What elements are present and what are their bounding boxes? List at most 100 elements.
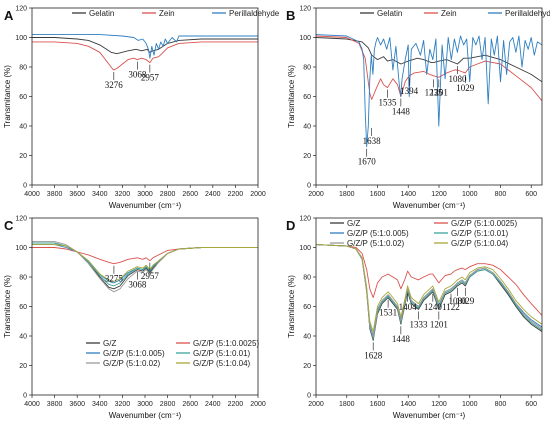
legend-entry: Gelatin xyxy=(89,9,114,18)
x-tick-label: 2400 xyxy=(205,191,221,198)
peak-annotation: 1638 xyxy=(363,136,382,146)
x-tick-label: 2000 xyxy=(250,191,266,198)
x-tick-label: 1400 xyxy=(400,401,416,408)
y-axis-title: Transmitance (%) xyxy=(287,275,296,338)
x-tick-label: 800 xyxy=(495,401,507,408)
series-line-b-2 xyxy=(316,34,542,148)
y-tick-label: 0 xyxy=(23,393,27,400)
y-tick-label: 80 xyxy=(303,65,311,72)
legend-entry: G/Z/P (5:1:0.0025) xyxy=(451,219,517,228)
peak-annotation: 3276 xyxy=(105,80,124,90)
y-axis-title: Transmitance (%) xyxy=(3,65,12,128)
peak-annotation: 1448 xyxy=(392,334,411,344)
y-tick-label: 60 xyxy=(303,94,311,101)
peak-annotation: 1628 xyxy=(364,350,383,360)
y-tick-label: 120 xyxy=(299,216,311,223)
y-tick-label: 20 xyxy=(19,153,27,160)
y-tick-label: 40 xyxy=(19,124,27,131)
x-tick-label: 3600 xyxy=(69,191,85,198)
peak-annotation: 3275 xyxy=(105,274,124,284)
legend-entry: G/Z/P (5:1:0.04) xyxy=(451,239,509,248)
x-tick-label: 3200 xyxy=(115,401,131,408)
x-tick-label: 3800 xyxy=(47,191,63,198)
y-tick-label: 20 xyxy=(303,153,311,160)
x-tick-label: 1800 xyxy=(339,401,355,408)
series-line-a-1 xyxy=(32,41,258,71)
y-tick-label: 80 xyxy=(19,65,27,72)
x-tick-label: 1400 xyxy=(400,191,416,198)
x-tick-label: 3000 xyxy=(137,401,153,408)
y-tick-label: 80 xyxy=(303,275,311,282)
x-tick-label: 1800 xyxy=(339,191,355,198)
y-tick-label: 100 xyxy=(299,35,311,42)
legend-entry: G/Z/P (5:1:0.02) xyxy=(347,239,405,248)
peak-annotation: 3068 xyxy=(128,70,147,80)
y-tick-label: 100 xyxy=(15,35,27,42)
panel-label-b: B xyxy=(286,8,295,23)
y-tick-label: 0 xyxy=(307,183,311,190)
peak-annotation: 1201 xyxy=(430,319,448,329)
y-tick-label: 20 xyxy=(303,363,311,370)
peak-annotation: 1404 xyxy=(399,302,418,312)
y-tick-label: 120 xyxy=(299,6,311,13)
legend-entry: G/Z/P (5:1:0.005) xyxy=(347,229,409,238)
y-tick-label: 100 xyxy=(15,245,27,252)
y-tick-label: 0 xyxy=(23,183,27,190)
y-tick-label: 60 xyxy=(19,304,27,311)
series-line-a-2 xyxy=(32,34,258,59)
legend-entry: G/Z/P (5:1:0.01) xyxy=(451,229,509,238)
legend-entry: G/Z/P (5:1:0.0025) xyxy=(193,339,259,348)
peak-annotation: 1448 xyxy=(392,107,411,117)
series-line-d-1 xyxy=(316,244,542,316)
series-line-a-0 xyxy=(32,37,258,55)
legend-entry: Gelatin xyxy=(377,9,402,18)
series-line-d-4 xyxy=(316,244,542,338)
x-tick-label: 1200 xyxy=(431,191,447,198)
x-axis-title: Wavenumber (cm⁻¹) xyxy=(393,411,466,420)
y-tick-label: 20 xyxy=(19,363,27,370)
peak-annotation: 1201 xyxy=(430,87,448,97)
x-tick-label: 4000 xyxy=(24,401,40,408)
x-tick-label: 3400 xyxy=(92,401,108,408)
y-tick-label: 80 xyxy=(19,275,27,282)
x-tick-label: 3200 xyxy=(115,191,131,198)
peak-annotation: 1029 xyxy=(456,83,475,93)
legend-entry: G/Z/P (5:1:0.005) xyxy=(103,349,165,358)
series-line-c-1 xyxy=(32,247,258,265)
legend-entry: G/Z/P (5:1:0.04) xyxy=(193,359,251,368)
legend-entry: Perillaldehyde xyxy=(505,9,550,18)
x-tick-label: 4000 xyxy=(24,191,40,198)
x-tick-label: 600 xyxy=(525,401,537,408)
x-tick-label: 800 xyxy=(495,191,507,198)
x-tick-label: 2800 xyxy=(160,191,176,198)
legend-entry: G/Z/P (5:1:0.01) xyxy=(193,349,251,358)
legend-entry: G/Z xyxy=(103,339,116,348)
peak-annotation: 1670 xyxy=(358,157,377,167)
peak-annotation: 2957 xyxy=(141,271,160,281)
x-tick-label: 1600 xyxy=(370,191,386,198)
panel-label-d: D xyxy=(286,218,295,233)
y-axis-title: Transmitance (%) xyxy=(3,275,12,338)
x-tick-label: 2000 xyxy=(250,401,266,408)
y-axis-title: Transmitance (%) xyxy=(287,65,296,128)
peak-annotation: 1394 xyxy=(400,86,419,96)
series-line-c-5 xyxy=(32,244,258,282)
x-tick-label: 3800 xyxy=(47,401,63,408)
panel-label-c: C xyxy=(4,218,14,233)
y-tick-label: 120 xyxy=(15,6,27,13)
peak-annotation: 3068 xyxy=(128,280,147,290)
x-tick-label: 1000 xyxy=(462,401,478,408)
legend-entry: G/Z xyxy=(347,219,360,228)
x-tick-label: 2800 xyxy=(160,401,176,408)
peak-annotation: 1535 xyxy=(378,98,397,108)
x-tick-label: 1600 xyxy=(370,401,386,408)
series-line-d-5 xyxy=(316,244,542,333)
x-axis-title: Wavenumber (cm⁻¹) xyxy=(109,411,182,420)
legend-entry: G/Z/P (5:1:0.02) xyxy=(103,359,161,368)
peak-annotation: 1333 xyxy=(410,319,429,329)
peak-annotation: 2957 xyxy=(141,73,160,83)
series-line-d-3 xyxy=(316,244,542,340)
peak-annotation: 1235 xyxy=(425,87,444,97)
peak-annotation: 1122 xyxy=(442,302,460,312)
